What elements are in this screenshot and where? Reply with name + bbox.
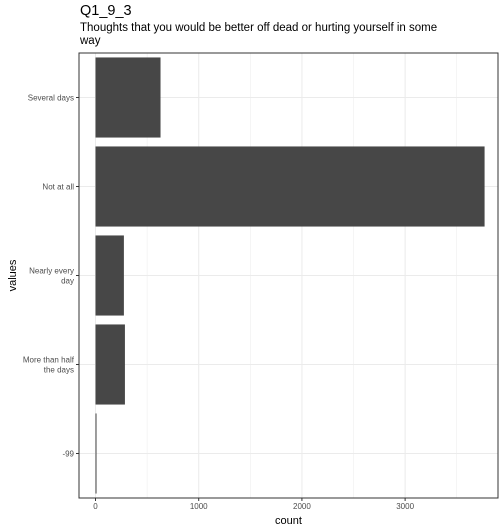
bar-nearly-every-day <box>95 235 124 316</box>
bar-more-than-half-the-days <box>95 324 125 405</box>
x-tick-label: 1000 <box>190 502 208 511</box>
y-axis-title: values <box>7 259 19 291</box>
y-tick-label: the days <box>44 366 74 375</box>
x-tick-label: 2000 <box>293 502 311 511</box>
y-tick-label: day <box>61 277 74 286</box>
chart-title: Q1_9_3 <box>80 3 132 19</box>
bar-not-at-all <box>95 146 485 227</box>
bar-99 <box>95 413 97 494</box>
y-tick-label: More than half <box>23 356 75 365</box>
x-tick-label: 0 <box>93 502 98 511</box>
bar-layer <box>95 57 485 494</box>
x-axis-title: count <box>275 515 302 527</box>
y-tick-label: Not at all <box>42 183 74 192</box>
chart-subtitle: Thoughts that you would be better off de… <box>80 22 438 47</box>
x-tick-label: 3000 <box>396 502 414 511</box>
axis-layer: 0 1000 2000 3000 Several days Not at all Nearl… <box>23 94 415 512</box>
y-tick-label: -99 <box>62 450 74 459</box>
y-tick-label: Several days <box>28 94 74 103</box>
bar-several-days <box>95 57 161 138</box>
y-tick-label: Nearly every <box>29 267 74 276</box>
